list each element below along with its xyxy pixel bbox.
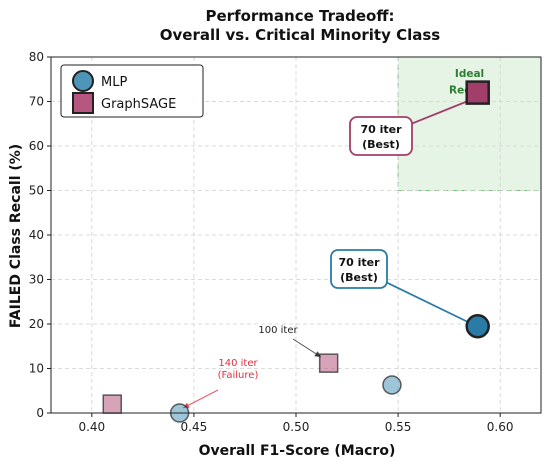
annotations: 70 iter (Best) 70 iter (Best) 100 iter 140 it…: [218, 116, 413, 381]
x-tick-label: 0.60: [487, 420, 514, 434]
chart-title: Performance Tradeoff:: [206, 7, 395, 25]
mlp-note-line1: 140 iter: [218, 358, 258, 369]
y-tick-label: 50: [29, 184, 44, 198]
legend-box: [60, 64, 204, 118]
chart-subtitle: Overall vs. Critical Minority Class: [160, 26, 441, 44]
x-axis-label: Overall F1-Score (Macro): [199, 443, 396, 459]
graphsage-point: [318, 353, 339, 373]
graphsage-point-best: [465, 80, 490, 105]
graphsage-callout-box: [349, 116, 413, 156]
mlp-point-best: [465, 313, 490, 339]
legend-graphsage-marker: [72, 92, 94, 114]
data-points: [102, 80, 490, 423]
x-tick-label: 0.50: [283, 420, 310, 434]
y-tick-label: 60: [29, 139, 44, 153]
y-tick-label: 20: [29, 317, 44, 331]
mlp-callout-line1: 70 iter: [338, 256, 380, 269]
y-tick-label: 40: [29, 228, 44, 242]
mlp-note-arrow: [182, 389, 219, 409]
y-axis-ticks: 0 10 20 30 40 50 60 70 80: [29, 50, 51, 420]
x-tick-label: 0.40: [78, 420, 105, 434]
legend-mlp-marker: [72, 70, 94, 92]
x-tick-label: 0.55: [385, 420, 412, 434]
ideal-region: [397, 56, 542, 191]
y-tick-label: 10: [29, 362, 44, 376]
legend-mlp-label: MLP: [101, 75, 127, 90]
y-axis-label: FAILED Class Recall (%): [8, 144, 24, 328]
legend-graphsage-label: GraphSAGE: [101, 97, 176, 112]
y-tick-label: 30: [29, 273, 44, 287]
x-axis-ticks: 0.40 0.45 0.50 0.55 0.60: [78, 413, 514, 434]
mlp-note-line2: (Failure): [218, 370, 259, 381]
plot-frame: [50, 56, 542, 414]
ideal-region-label-line1: Ideal: [455, 68, 484, 80]
graphsage-callout-line1: 70 iter: [360, 123, 402, 136]
y-tick-label: 70: [29, 95, 44, 109]
y-tick-label: 80: [29, 50, 44, 64]
graphsage-callout-line2: (Best): [362, 138, 400, 151]
mlp-point: [382, 375, 402, 395]
y-tick-label: 0: [36, 406, 44, 420]
graphsage-point: [102, 394, 122, 414]
x-tick-label: 0.45: [181, 420, 208, 434]
graphsage-note-line1: 100 iter: [258, 325, 298, 336]
mlp-callout-box: [330, 249, 388, 289]
mlp-callout-line2: (Best): [340, 271, 378, 284]
legend: MLP GraphSAGE: [60, 64, 204, 118]
